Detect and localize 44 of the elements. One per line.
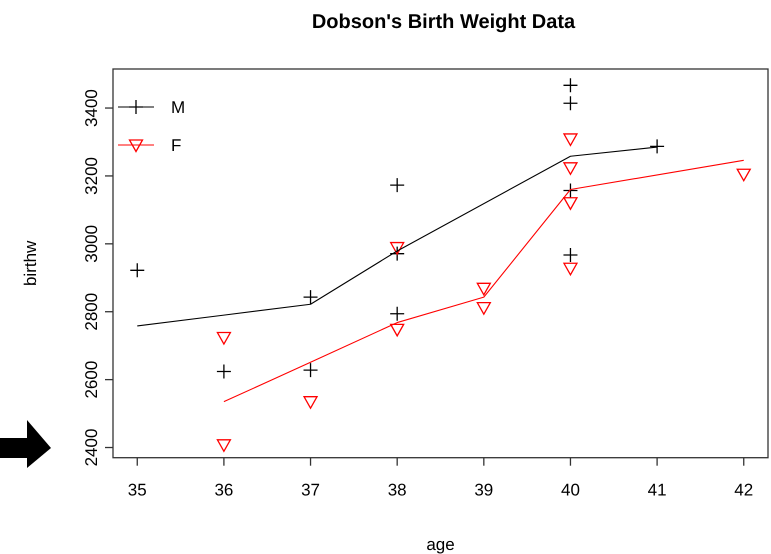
point [390, 324, 404, 337]
point [562, 96, 578, 111]
point [563, 262, 578, 276]
point [562, 182, 578, 198]
point [390, 177, 405, 193]
point [303, 396, 318, 409]
y-tick-label: 2600 [82, 360, 101, 399]
x-tick-label: 41 [648, 480, 667, 500]
point [562, 78, 578, 93]
line-series [223, 160, 744, 402]
point [563, 197, 578, 210]
point [130, 262, 145, 278]
y-tick-label: 3400 [82, 89, 101, 127]
point [476, 302, 491, 315]
point [563, 162, 578, 175]
legend-label: F [171, 136, 182, 155]
point [302, 362, 318, 378]
point [736, 168, 751, 182]
y-tick-label: 3200 [82, 157, 101, 195]
legend-label: M [171, 98, 186, 117]
x-tick-label: 42 [734, 480, 754, 500]
point [563, 133, 578, 146]
x-tick-label: 36 [214, 480, 234, 500]
point [390, 306, 405, 322]
point [476, 282, 491, 296]
point [390, 246, 405, 262]
point [649, 138, 665, 154]
y-tick-label: 2800 [82, 292, 101, 331]
x-tick-label: 39 [474, 480, 494, 500]
x-tick-label: 38 [388, 480, 407, 500]
x-tick-label: 37 [301, 480, 320, 500]
point [562, 247, 578, 263]
point [216, 364, 232, 380]
y-tick-label: 2400 [82, 428, 101, 466]
y-axis-title: birthw [21, 240, 40, 286]
point [302, 289, 318, 305]
x-axis-title: age [426, 535, 455, 554]
point [390, 242, 404, 255]
x-tick-label: 35 [128, 480, 147, 500]
y-tick-label: 3000 [82, 224, 101, 263]
chart-title: Dobson's Birth Weight Data [312, 11, 576, 33]
point [216, 332, 232, 345]
x-tick-label: 40 [561, 480, 580, 500]
point [216, 439, 232, 452]
